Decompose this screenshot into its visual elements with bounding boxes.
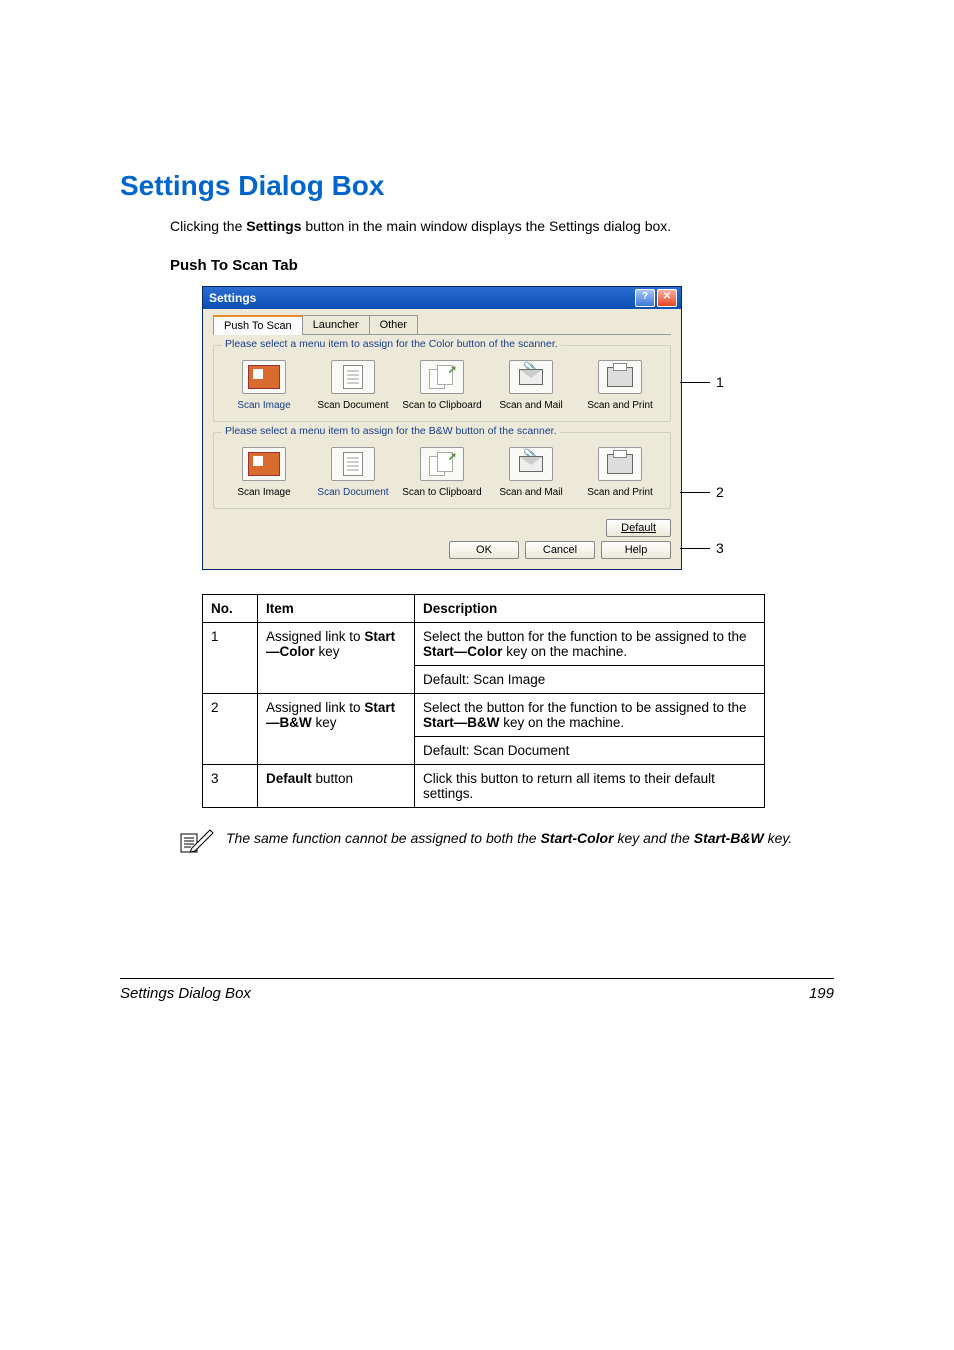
- group-color-button: Please select a menu item to assign for …: [213, 345, 671, 422]
- default-button[interactable]: Default: [606, 519, 671, 537]
- scan-print-icon: [598, 360, 642, 394]
- td-no: 3: [203, 765, 258, 808]
- tab-strip: Push To Scan Launcher Other: [213, 315, 671, 335]
- intro-after: button in the main window displays the S…: [302, 218, 672, 234]
- callout-1: 1: [716, 374, 724, 390]
- callout-line: [680, 492, 710, 493]
- td-desc-default: Default: Scan Image: [415, 666, 765, 694]
- bw-scan-clipboard-button[interactable]: ➚ Scan to Clipboard: [400, 447, 484, 498]
- help-icon[interactable]: ?: [635, 289, 655, 307]
- bw-scan-document-button[interactable]: Scan Document: [311, 447, 395, 498]
- close-icon[interactable]: ✕: [657, 289, 677, 307]
- bw-scan-mail-button[interactable]: 📎 Scan and Mail: [489, 447, 573, 498]
- settings-dialog: Settings ? ✕ Push To Scan Launcher Other…: [202, 286, 682, 570]
- scan-image-icon: [242, 360, 286, 394]
- callout-line: [680, 382, 710, 383]
- callout-line: [680, 548, 710, 549]
- scan-image-icon: [242, 447, 286, 481]
- group-color-label: Please select a menu item to assign for …: [222, 338, 561, 350]
- scan-mail-label: Scan and Mail: [499, 487, 562, 498]
- footer-title: Settings Dialog Box: [120, 985, 251, 1002]
- scan-mail-icon: 📎: [509, 360, 553, 394]
- scan-image-label: Scan Image: [237, 400, 290, 411]
- scan-image-label: Scan Image: [237, 487, 290, 498]
- group-bw-button: Please select a menu item to assign for …: [213, 432, 671, 509]
- td-item: Assigned link to Start—B&W key: [258, 694, 415, 765]
- th-no: No.: [203, 595, 258, 623]
- dialog-titlebar: Settings ? ✕: [203, 287, 681, 309]
- cancel-button[interactable]: Cancel: [525, 541, 595, 559]
- intro-bold: Settings: [246, 218, 301, 234]
- td-desc: Select the button for the function to be…: [415, 694, 765, 737]
- tab-other[interactable]: Other: [369, 315, 419, 334]
- footer-divider: [120, 978, 834, 979]
- scan-print-icon: [598, 447, 642, 481]
- description-table: No. Item Description 1 Assigned link to …: [202, 594, 765, 808]
- scan-document-label: Scan Document: [317, 400, 388, 411]
- td-desc-default: Default: Scan Document: [415, 737, 765, 765]
- color-scan-print-button[interactable]: Scan and Print: [578, 360, 662, 411]
- color-scan-document-button[interactable]: Scan Document: [311, 360, 395, 411]
- scan-clipboard-icon: ➚: [420, 447, 464, 481]
- dialog-title: Settings: [209, 291, 256, 305]
- scan-document-icon: [331, 447, 375, 481]
- ok-button[interactable]: OK: [449, 541, 519, 559]
- td-item: Default button: [258, 765, 415, 808]
- intro-text: Clicking the Settings button in the main…: [170, 216, 834, 237]
- scan-mail-icon: 📎: [509, 447, 553, 481]
- tab-launcher[interactable]: Launcher: [302, 315, 370, 334]
- callout-3: 3: [716, 540, 724, 556]
- callout-2: 2: [716, 484, 724, 500]
- note: The same function cannot be assigned to …: [180, 828, 834, 858]
- color-scan-image-button[interactable]: Scan Image: [222, 360, 306, 411]
- group-bw-label: Please select a menu item to assign for …: [222, 425, 560, 437]
- page-title: Settings Dialog Box: [120, 170, 834, 202]
- scan-document-label: Scan Document: [317, 487, 388, 498]
- scan-clipboard-label: Scan to Clipboard: [402, 400, 482, 411]
- subheading: Push To Scan Tab: [170, 257, 834, 274]
- td-no: 1: [203, 623, 258, 694]
- scan-print-label: Scan and Print: [587, 400, 653, 411]
- note-icon: [180, 828, 214, 858]
- scan-mail-label: Scan and Mail: [499, 400, 562, 411]
- th-desc: Description: [415, 595, 765, 623]
- td-item: Assigned link to Start—Color key: [258, 623, 415, 694]
- color-scan-mail-button[interactable]: 📎 Scan and Mail: [489, 360, 573, 411]
- color-scan-clipboard-button[interactable]: ➚ Scan to Clipboard: [400, 360, 484, 411]
- help-button[interactable]: Help: [601, 541, 671, 559]
- td-no: 2: [203, 694, 258, 765]
- intro-before: Clicking the: [170, 218, 246, 234]
- scan-clipboard-label: Scan to Clipboard: [402, 487, 482, 498]
- th-item: Item: [258, 595, 415, 623]
- scan-clipboard-icon: ➚: [420, 360, 464, 394]
- page-number: 199: [809, 985, 834, 1002]
- page-footer: Settings Dialog Box 199: [120, 985, 834, 1002]
- dialog-screenshot: Settings ? ✕ Push To Scan Launcher Other…: [202, 286, 834, 570]
- note-text: The same function cannot be assigned to …: [226, 828, 792, 849]
- bw-scan-image-button[interactable]: Scan Image: [222, 447, 306, 498]
- td-desc: Click this button to return all items to…: [415, 765, 765, 808]
- tab-push-to-scan[interactable]: Push To Scan: [213, 315, 303, 335]
- td-desc: Select the button for the function to be…: [415, 623, 765, 666]
- bw-scan-print-button[interactable]: Scan and Print: [578, 447, 662, 498]
- scan-document-icon: [331, 360, 375, 394]
- scan-print-label: Scan and Print: [587, 487, 653, 498]
